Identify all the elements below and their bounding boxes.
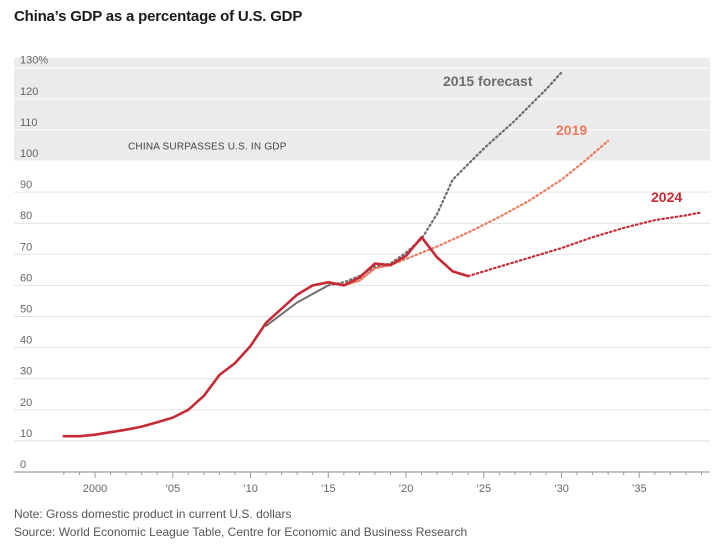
x-tick-label: ’20 xyxy=(399,483,414,495)
x-tick-label: ’30 xyxy=(554,483,569,495)
y-axis-labels: 0 10 20 30 40 50 60 70 80 90 100 110 120 130% xyxy=(20,55,48,471)
footer-note: Note: Gross domestic product in current … xyxy=(14,507,292,521)
y-tick-label: 90 xyxy=(20,179,32,191)
series-labels: 2015 forecast 2019 2024 xyxy=(443,73,682,205)
series-actual-line xyxy=(265,284,330,327)
x-axis: 2000 ’05 ’10 ’15 ’20 ’25 ’30 ’35 xyxy=(14,471,710,495)
y-tick-label: 0 xyxy=(20,459,26,471)
band-label: CHINA SURPASSES U.S. IN GDP xyxy=(128,141,287,152)
y-tick-label: 20 xyxy=(20,397,32,409)
series-forecast-line xyxy=(467,211,703,278)
series-lines xyxy=(62,71,703,438)
x-tick-label: ’15 xyxy=(321,483,336,495)
series-label: 2019 xyxy=(556,122,587,138)
series-label: 2015 forecast xyxy=(443,73,533,89)
y-tick-label: 130% xyxy=(20,55,48,67)
series-actual-line xyxy=(62,235,470,438)
y-tick-label: 110 xyxy=(20,117,38,129)
x-tick-label: ’25 xyxy=(476,483,491,495)
y-tick-label: 30 xyxy=(20,366,32,378)
x-tick-label: ’35 xyxy=(632,483,647,495)
y-tick-label: 10 xyxy=(20,428,32,440)
surpass-band xyxy=(14,57,710,162)
chart-title: China’s GDP as a percentage of U.S. GDP xyxy=(14,8,303,25)
gridlines xyxy=(14,67,710,442)
series-label: 2024 xyxy=(651,189,682,205)
y-tick-label: 70 xyxy=(20,241,32,253)
series-forecast-line xyxy=(389,139,610,267)
x-tick-label: 2000 xyxy=(83,483,107,495)
gdp-line-chart: 0 10 20 30 40 50 60 70 80 90 100 110 120 130% 2000 ’05… xyxy=(14,55,710,495)
x-tick-label: ’05 xyxy=(165,483,180,495)
y-tick-label: 80 xyxy=(20,210,32,222)
y-tick-label: 100 xyxy=(20,148,38,160)
y-tick-label: 50 xyxy=(20,304,32,316)
y-tick-label: 60 xyxy=(20,272,32,284)
y-tick-label: 40 xyxy=(20,335,32,347)
x-tick-label: ’10 xyxy=(243,483,258,495)
y-tick-label: 120 xyxy=(20,86,38,98)
footer-source: Source: World Economic League Table, Cen… xyxy=(14,525,468,539)
